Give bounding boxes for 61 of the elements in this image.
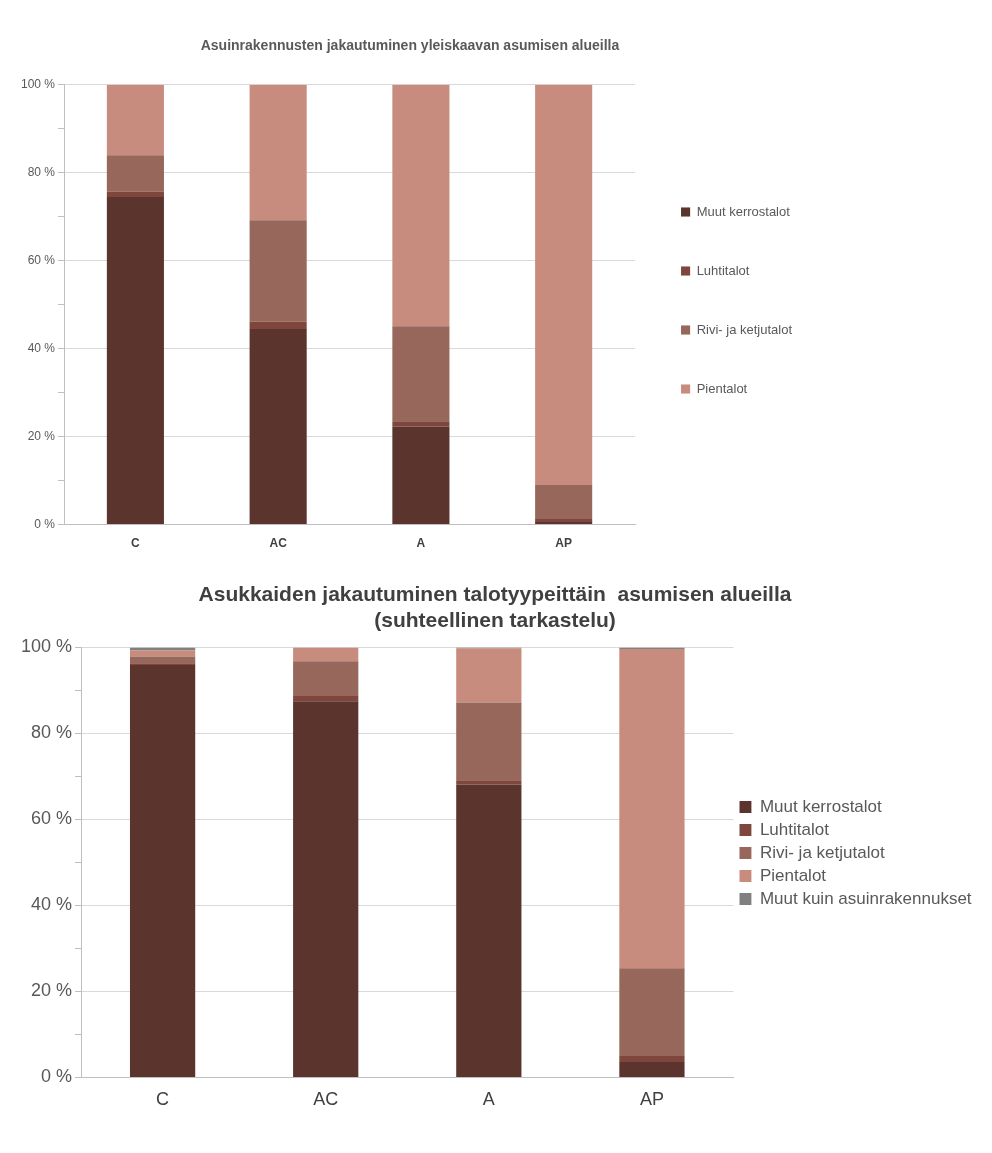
legend-label: Rivi- ja ketjutalot [759,842,885,862]
legend-label: Muut kerrostalot [759,796,883,816]
bar [106,155,164,192]
x-tick-label: C [156,1089,170,1110]
bar [456,784,522,1077]
bar [456,648,522,703]
bar [129,656,196,664]
chart-subtitle: (suhteellinen tarkastelu) [374,607,616,631]
bar [392,326,450,422]
y-tick-label: 0 % [34,516,56,531]
x-tick-label: AC [313,1089,339,1110]
x-tick-label: A [416,536,426,551]
legend-label: Luhtitalot [759,819,830,839]
bar [249,220,307,322]
y-tick-label: 80 % [31,722,73,743]
y-tick-label: 40 % [31,894,73,915]
bar [249,321,307,329]
y-tick-label: 100 % [20,77,56,92]
x-tick-label: AP [555,536,572,551]
bar [619,1055,685,1062]
bar [392,84,450,327]
bar [249,84,307,221]
bar [392,421,450,427]
y-tick-label: 20 % [27,428,56,443]
bar [619,649,685,969]
bar [456,702,522,781]
legend-label: Rivi- ja ketjutalot [696,321,793,337]
y-tick-label: 100 % [20,636,73,657]
y-tick-label: 60 % [31,808,73,829]
y-tick-label: 0 % [41,1066,73,1087]
bar [293,661,359,696]
bar [249,328,307,525]
bar [106,196,164,525]
legend-label: Pientalot [696,380,748,396]
bar [106,191,164,197]
x-tick-label: AP [639,1089,664,1110]
chart-title: Asuinrakennusten jakautuminen yleiskaavan asumisen alueilla [200,37,620,54]
x-tick-label: C [131,536,141,551]
x-tick-label: A [482,1089,495,1110]
bar [619,968,685,1056]
bar [293,701,359,1077]
x-tick-label: AC [269,536,288,551]
y-tick-label: 20 % [31,980,73,1001]
y-tick-label: 40 % [27,340,56,355]
bar [535,84,593,486]
legend-label: Luhtitalot [696,262,750,278]
bar [293,695,359,702]
legend-label: Pientalot [759,865,827,885]
bar [129,650,196,657]
legend-label: Muut kerrostalot [696,203,791,219]
bar [106,84,164,156]
y-tick-label: 60 % [27,253,56,268]
bar [129,665,196,1077]
bar [456,780,522,785]
bar [619,1061,685,1077]
bar [392,426,450,525]
bar [293,647,359,662]
bar [535,485,593,519]
y-tick-label: 80 % [27,165,56,180]
legend-label: Muut kuin asuinrakennukset [759,888,972,908]
chart-title: Asukkaiden jakautuminen talotyypeittäin asumisen alueilla [198,582,792,606]
